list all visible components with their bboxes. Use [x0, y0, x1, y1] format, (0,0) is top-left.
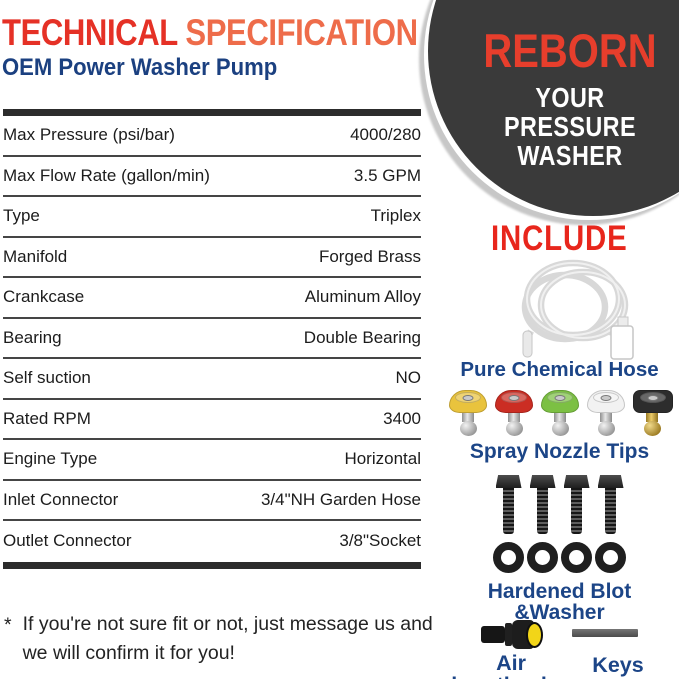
spec-value: 4000/280 — [350, 125, 421, 145]
badge-headline: REBORN — [483, 24, 657, 77]
spec-row: Inlet Connector 3/4"NH Garden Hose — [3, 481, 421, 521]
caption-spray-nozzle-tips: Spray Nozzle Tips — [469, 440, 650, 463]
spec-row: Type Triplex — [3, 197, 421, 238]
title-word-specification: SPECIFICATION — [185, 12, 418, 53]
spec-row: Bearing Double Bearing — [3, 319, 421, 359]
spec-label: Max Pressure (psi/bar) — [3, 125, 175, 145]
spec-value: 3.5 GPM — [353, 165, 421, 185]
spec-row: Rated RPM 3400 — [3, 400, 421, 440]
spec-label: Outlet Connector — [3, 531, 132, 551]
nozzle-tip-icon — [587, 390, 626, 436]
bolt-icon — [529, 475, 556, 534]
washer-icon — [595, 542, 626, 573]
spec-row: Engine Type Horizontal — [3, 440, 421, 481]
spec-value: 3/4"NH Garden Hose — [260, 489, 421, 509]
bolt-washer-icon — [440, 475, 679, 534]
nozzle-tip-icon — [495, 390, 534, 436]
spec-label: Rated RPM — [3, 408, 91, 428]
caption-chemical-hose: Pure Chemical Hose — [460, 358, 659, 381]
spec-label: Bearing — [3, 327, 62, 347]
nozzle-tip-icon — [541, 390, 580, 436]
spec-value: 3/8"Socket — [339, 531, 421, 551]
washer-icon — [493, 542, 524, 573]
washer-icon — [561, 542, 592, 573]
spec-label: Inlet Connector — [3, 489, 119, 509]
footnote: * If you're not sure fit or not, just me… — [4, 610, 436, 669]
spec-label: Self suction — [3, 368, 91, 388]
title-word-technical: TECHNICAL — [2, 12, 178, 53]
spec-row: Max Flow Rate (gallon/min) 3.5 GPM — [3, 157, 421, 197]
footnote-text: If you're not sure fit or not, just mess… — [22, 613, 433, 665]
spray-nozzle-tips-icon — [441, 390, 679, 436]
spec-value: Forged Brass — [318, 246, 421, 266]
spec-value: 3400 — [383, 408, 421, 428]
bolt-icon — [563, 475, 590, 534]
spec-row: Crankcase Aluminum Alloy — [3, 278, 421, 319]
nozzle-tip-icon — [449, 390, 488, 436]
spec-value: Triplex — [370, 206, 421, 226]
spec-label: Max Flow Rate (gallon/min) — [3, 165, 210, 185]
washer-row — [440, 542, 679, 573]
reborn-badge-text: REBORN YOUR PRESSURE WASHER — [445, 27, 679, 170]
table-top-rule — [3, 109, 421, 116]
spec-label: Engine Type — [3, 449, 98, 469]
spec-value: Aluminum Alloy — [304, 287, 421, 307]
table-bottom-rule — [3, 562, 421, 569]
badge-subline: YOUR PRESSURE WASHER — [503, 82, 636, 172]
spec-table: Max Pressure (psi/bar) 4000/280 Max Flow … — [3, 116, 421, 562]
air-breath-valve-icon — [481, 620, 543, 649]
page-subtitle: OEM Power Washer Pump — [2, 54, 278, 81]
spec-row: Outlet Connector 3/8"Socket — [3, 521, 421, 562]
caption-keys: Keys — [592, 653, 644, 677]
bolt-icon — [495, 475, 522, 534]
footnote-asterisk: * — [4, 614, 12, 636]
spec-row: Manifold Forged Brass — [3, 238, 421, 278]
spec-label: Manifold — [3, 246, 68, 266]
caption-bolt-washer: Hardened Blot &Washer — [487, 580, 632, 624]
include-heading: INCLUDE — [491, 219, 628, 258]
key-icon — [572, 629, 638, 637]
spec-value: NO — [395, 368, 422, 388]
spec-label: Type — [3, 206, 40, 226]
spec-row: Self suction NO — [3, 359, 421, 400]
caption-air-breath-valve: Air breathvalve — [451, 651, 571, 679]
spec-value: Horizontal — [344, 449, 421, 469]
spec-row: Max Pressure (psi/bar) 4000/280 — [3, 116, 421, 157]
spec-value: Double Bearing — [303, 327, 421, 347]
page-title: TECHNICAL SPECIFICATION — [2, 14, 497, 51]
nozzle-tip-icon — [632, 390, 673, 436]
washer-icon — [527, 542, 558, 573]
bolt-icon — [597, 475, 624, 534]
chemical-hose-icon — [521, 259, 634, 360]
spec-label: Crankcase — [3, 287, 85, 307]
